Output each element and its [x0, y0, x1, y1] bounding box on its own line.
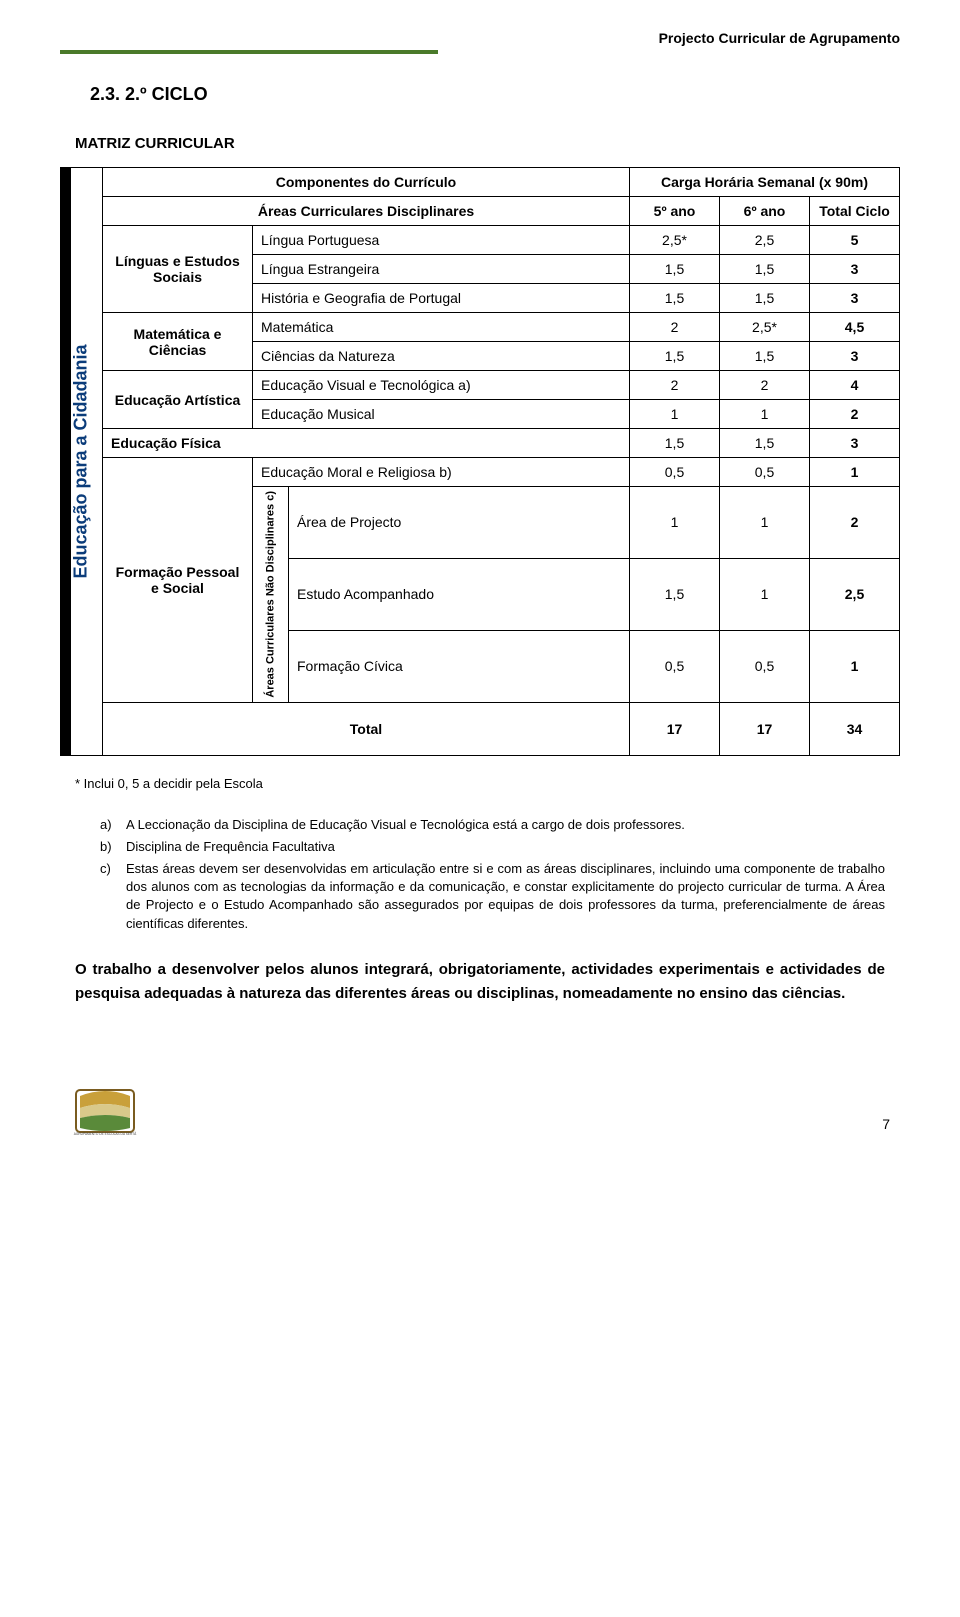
table-row: Educação Artística Educação Visual e Tec…	[103, 371, 900, 400]
table-row: Línguas e Estudos Sociais Língua Portugu…	[103, 226, 900, 255]
cell: 1,5	[720, 284, 810, 313]
matrix-title: MATRIZ CURRICULAR	[75, 135, 900, 152]
page-number: 7	[882, 1116, 890, 1136]
cell: 1	[810, 630, 900, 702]
vertical-strip: Educação para a Cidadania	[60, 167, 102, 756]
cell: 2	[810, 400, 900, 429]
cell: 2	[630, 313, 720, 342]
cell-emr-label: Educação Moral e Religiosa b)	[253, 458, 630, 487]
cell-lp-label: Língua Portuguesa	[253, 226, 630, 255]
cell: 34	[810, 702, 900, 755]
cell: 0,5	[720, 630, 810, 702]
cell: 3	[810, 429, 900, 458]
cell: 1,5	[630, 284, 720, 313]
note-c-lbl: c)	[100, 860, 126, 933]
note-c-text: Estas áreas devem ser desenvolvidas em a…	[126, 860, 885, 933]
cell: 2,5*	[720, 313, 810, 342]
cell: 1	[810, 458, 900, 487]
cell: 3	[810, 284, 900, 313]
cell: 1,5	[630, 255, 720, 284]
th-areas: Áreas Curriculares Disciplinares	[103, 197, 630, 226]
group-linguas: Línguas e Estudos Sociais	[103, 226, 253, 313]
cell: 17	[630, 702, 720, 755]
header-rule	[60, 50, 438, 54]
cell: 2	[720, 371, 810, 400]
cell-hgp-label: História e Geografia de Portugal	[253, 284, 630, 313]
vertical-strip-label: Educação para a Cidadania	[71, 344, 92, 578]
cell: 1,5	[630, 429, 720, 458]
cell: 1	[720, 487, 810, 559]
cell-ea-label: Estudo Acompanhado	[289, 558, 630, 630]
cell: 2	[630, 371, 720, 400]
cell-ef-label: Educação Física	[103, 429, 630, 458]
cell-cn-label: Ciências da Natureza	[253, 342, 630, 371]
group-arte: Educação Artística	[103, 371, 253, 429]
th-y6: 6º ano	[720, 197, 810, 226]
cell-em-label: Educação Musical	[253, 400, 630, 429]
nd-vertical-label: Áreas Curriculares Não Disciplinares c)	[253, 487, 289, 703]
cell: 1,5	[720, 342, 810, 371]
th-load: Carga Horária Semanal (x 90m)	[630, 168, 900, 197]
section-title: 2.3. 2.º CICLO	[90, 84, 900, 105]
header-project-title: Projecto Curricular de Agrupamento	[60, 30, 900, 46]
cell: 2	[810, 487, 900, 559]
cell: 1,5	[720, 429, 810, 458]
curriculum-table: Componentes do Currículo Carga Horária S…	[102, 167, 900, 756]
cell: 2,5*	[630, 226, 720, 255]
body-paragraph: O trabalho a desenvolver pelos alunos in…	[75, 958, 885, 1006]
table-row: Matemática e Ciências Matemática 2 2,5* …	[103, 313, 900, 342]
star-note: * Inclui 0, 5 a decidir pela Escola	[75, 776, 900, 791]
cell: 1,5	[720, 255, 810, 284]
cell: 0,5	[720, 458, 810, 487]
cell: 0,5	[630, 458, 720, 487]
group-fp: Formação Pessoal e Social	[103, 458, 253, 703]
note-a-text: A Leccionação da Disciplina de Educação …	[126, 816, 685, 834]
footer-logo-caption: AGRUPAMENTO DE ESCOLAS DA SERTÃ	[74, 1131, 137, 1136]
note-c: c) Estas áreas devem ser desenvolvidas e…	[100, 860, 885, 933]
note-b-text: Disciplina de Frequência Facultativa	[126, 838, 335, 856]
cell: 4	[810, 371, 900, 400]
cell: 2,5	[720, 226, 810, 255]
footer-logo-icon: AGRUPAMENTO DE ESCOLAS DA SERTÃ	[70, 1086, 140, 1136]
cell-fc-label: Formação Cívica	[289, 630, 630, 702]
cell-mat-label: Matemática	[253, 313, 630, 342]
cell: 17	[720, 702, 810, 755]
table-row: Educação Física 1,5 1,5 3	[103, 429, 900, 458]
cell: 3	[810, 342, 900, 371]
th-components: Componentes do Currículo	[103, 168, 630, 197]
table-row: Formação Pessoal e Social Educação Moral…	[103, 458, 900, 487]
note-a-lbl: a)	[100, 816, 126, 834]
note-b: b) Disciplina de Frequência Facultativa	[100, 838, 885, 856]
note-a: a) A Leccionação da Disciplina de Educaç…	[100, 816, 885, 834]
cell-le-label: Língua Estrangeira	[253, 255, 630, 284]
cell-total-label: Total	[103, 702, 630, 755]
cell: 1,5	[630, 342, 720, 371]
cell: 2,5	[810, 558, 900, 630]
cell-evt-label: Educação Visual e Tecnológica a)	[253, 371, 630, 400]
th-y5: 5º ano	[630, 197, 720, 226]
footer: AGRUPAMENTO DE ESCOLAS DA SERTÃ 7	[60, 1026, 900, 1136]
cell: 1,5	[630, 558, 720, 630]
cell: 1	[630, 487, 720, 559]
note-b-lbl: b)	[100, 838, 126, 856]
cell: 0,5	[630, 630, 720, 702]
cell: 3	[810, 255, 900, 284]
cell: 1	[630, 400, 720, 429]
group-mat: Matemática e Ciências	[103, 313, 253, 371]
curriculum-table-wrap: Educação para a Cidadania Componentes do…	[60, 167, 900, 756]
notes-list: a) A Leccionação da Disciplina de Educaç…	[100, 816, 885, 933]
cell: 1	[720, 558, 810, 630]
cell-ap-label: Área de Projecto	[289, 487, 630, 559]
cell: 5	[810, 226, 900, 255]
table-total-row: Total 17 17 34	[103, 702, 900, 755]
th-total: Total Ciclo	[810, 197, 900, 226]
cell: 4,5	[810, 313, 900, 342]
cell: 1	[720, 400, 810, 429]
